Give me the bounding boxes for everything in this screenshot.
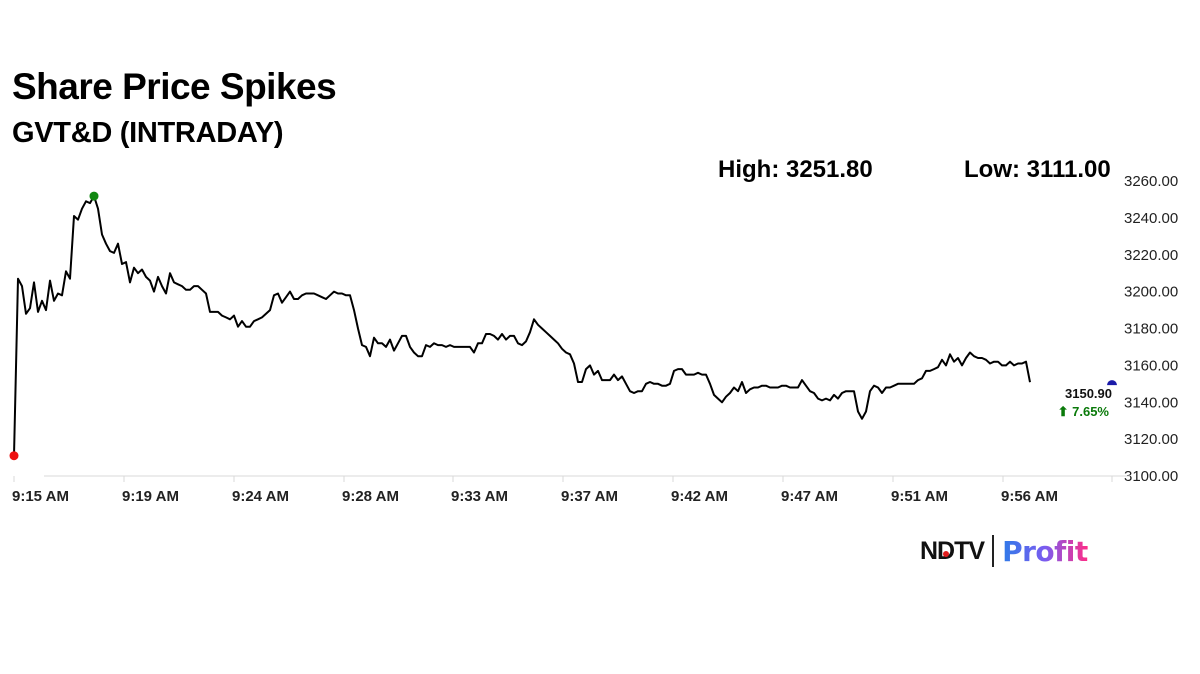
- logo-ndtv: NDTV: [920, 536, 985, 566]
- x-tick-label: 9:24 AM: [232, 488, 289, 505]
- chart-title: Share Price Spikes: [12, 66, 337, 107]
- high-point-marker: [89, 191, 99, 201]
- x-tick-label: 9:33 AM: [451, 488, 508, 505]
- y-tick-label: 3140.00: [1124, 394, 1178, 411]
- y-tick-label: 3160.00: [1124, 357, 1178, 374]
- chart-subtitle: GVT&D (INTRADAY): [12, 117, 284, 149]
- x-tick-label: 9:56 AM: [1001, 488, 1058, 505]
- y-tick-label: 3240.00: [1124, 210, 1178, 227]
- low-point-marker: [9, 451, 19, 461]
- x-tick-label: 9:19 AM: [122, 488, 179, 505]
- logo-red-dot-icon: [943, 550, 949, 557]
- y-tick-label: 3180.00: [1124, 321, 1178, 338]
- x-axis: 9:15 AM 9:19 AM 9:24 AM 9:28 AM 9:33 AM 9:37 …: [12, 475, 1130, 505]
- high-price-label: High: 3251.80: [718, 156, 873, 183]
- y-axis: 3260.00 3240.00 3220.00 3200.00 3180.00 3160.…: [1124, 173, 1178, 485]
- logo-profit: Profit: [1002, 534, 1088, 568]
- x-tick-label: 9:15 AM: [12, 488, 69, 505]
- low-price-label: Low: 3111.00: [964, 156, 1111, 183]
- y-tick-label: 3220.00: [1124, 247, 1178, 264]
- logo-divider: [992, 535, 995, 567]
- ndtv-profit-logo: NDTV Profit: [920, 533, 1088, 569]
- x-tick-label: 9:51 AM: [891, 488, 948, 505]
- y-tick-label: 3100.00: [1124, 468, 1178, 485]
- price-line: [13, 195, 1031, 456]
- y-tick-label: 3120.00: [1124, 431, 1178, 448]
- logo-ndtv-text: NDTV: [920, 536, 985, 565]
- last-price-label: 3150.90: [1065, 386, 1112, 401]
- x-tick-label: 9:47 AM: [781, 488, 838, 505]
- last-point-marker: [1107, 380, 1117, 386]
- x-tick-label: 9:28 AM: [342, 488, 399, 505]
- change-percent-label: ⬆ 7.65%: [1058, 404, 1110, 419]
- y-tick-label: 3260.00: [1124, 173, 1178, 190]
- x-tick-label: 9:42 AM: [671, 488, 728, 505]
- y-tick-label: 3200.00: [1124, 284, 1178, 301]
- x-tick-label: 9:37 AM: [561, 488, 618, 505]
